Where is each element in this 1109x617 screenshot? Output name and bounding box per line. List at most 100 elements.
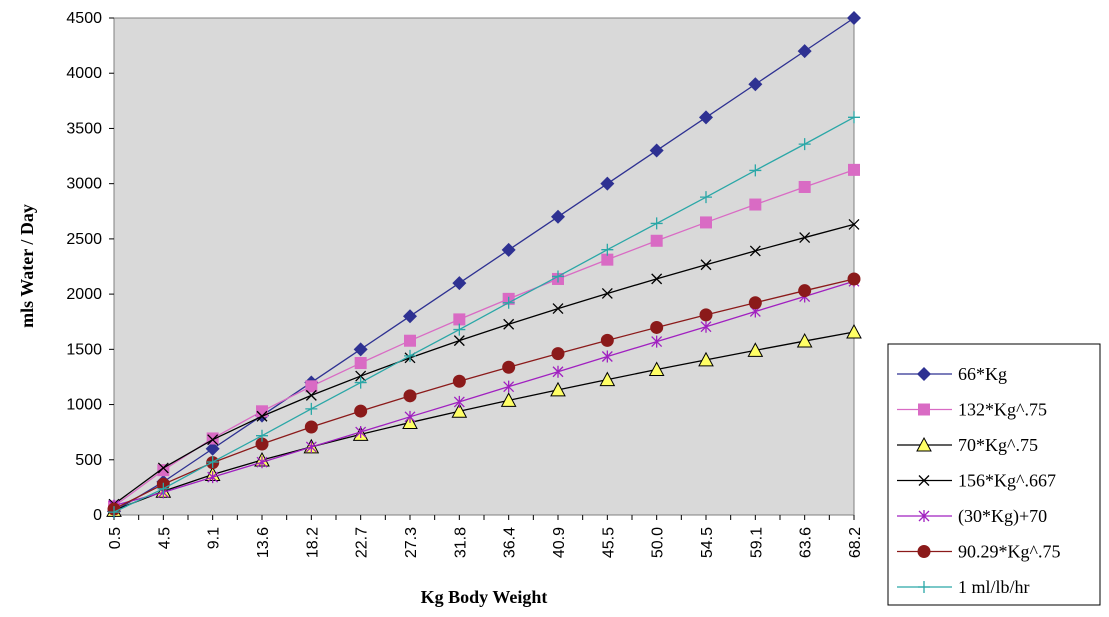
data-point: [699, 110, 713, 125]
legend-label: 66*Kg: [958, 364, 1007, 384]
data-point: [798, 180, 811, 193]
data-point: [551, 347, 565, 361]
data-point: [354, 376, 367, 389]
data-point: [502, 296, 515, 309]
data-point: [453, 323, 466, 336]
x-tick-label: 59.1: [748, 527, 765, 558]
data-point: [500, 392, 517, 407]
y-tick-label: 1000: [66, 397, 102, 414]
data-point: [157, 482, 170, 495]
data-point: [404, 334, 416, 347]
x-tick-label: 50.0: [650, 527, 667, 558]
series-line: [113, 278, 855, 510]
y-tick-label: 4000: [66, 65, 102, 82]
x-tick-label: 22.7: [354, 527, 371, 558]
data-point: [502, 360, 516, 374]
data-point: [355, 370, 367, 382]
data-point: [108, 506, 120, 519]
legend-label: 70*Kg^.75: [958, 435, 1038, 455]
data-point: [651, 335, 663, 348]
data-point: [749, 164, 762, 177]
x-tick-label: 9.1: [206, 527, 223, 549]
data-point: [848, 163, 860, 176]
y-tick-label: 2500: [66, 231, 102, 248]
data-point: [157, 462, 169, 474]
legend-item: 132*Kg^.75: [897, 400, 1047, 420]
data-point: [649, 143, 664, 158]
data-point: [601, 253, 614, 266]
x-tick-label: 45.5: [600, 527, 617, 558]
legend-label: 1 ml/lb/hr: [958, 577, 1030, 597]
data-point: [256, 456, 268, 469]
x-tick-label: 63.6: [798, 527, 815, 558]
data-point: [503, 380, 515, 393]
data-point: [552, 303, 564, 315]
data-point: [451, 403, 468, 418]
data-point: [207, 471, 219, 484]
legend-marker: [918, 403, 930, 416]
data-point: [798, 138, 811, 151]
data-point: [305, 402, 318, 415]
data-point: [601, 243, 614, 256]
data-point: [798, 284, 812, 298]
data-point: [552, 270, 564, 283]
data-point: [601, 350, 613, 363]
data-point: [599, 371, 616, 387]
data-point: [453, 313, 466, 326]
data-point: [700, 191, 712, 204]
data-point: [207, 434, 219, 446]
data-point: [256, 429, 268, 442]
data-point: [600, 176, 615, 191]
y-axis-title: mls Water / Day: [17, 204, 37, 328]
data-point: [848, 111, 860, 124]
data-point: [206, 455, 219, 468]
y-tick-label: 3500: [66, 120, 102, 137]
data-point: [651, 273, 663, 285]
data-point: [255, 437, 269, 451]
x-tick-label: 18.2: [304, 527, 321, 558]
data-point: [748, 296, 762, 310]
data-point: [700, 320, 712, 333]
data-point: [452, 276, 467, 291]
legend-label: (30*Kg)+70: [958, 506, 1047, 527]
x-axis-title: Kg Body Weight: [421, 587, 548, 607]
data-point: [650, 234, 663, 247]
legend-marker: [918, 475, 930, 486]
data-point: [551, 209, 565, 224]
legend-box: [887, 343, 1101, 606]
legend-item: 66*Kg: [897, 364, 1007, 384]
data-point: [403, 309, 417, 324]
data-point: [305, 389, 317, 401]
legend-label: 132*Kg^.75: [958, 400, 1047, 420]
data-point: [650, 320, 664, 334]
data-point: [699, 308, 713, 322]
x-tick-label: 40.9: [551, 527, 568, 558]
data-point: [304, 420, 318, 434]
legend-marker: [917, 367, 931, 381]
x-tick-label: 4.5: [156, 527, 173, 549]
data-point: [354, 404, 368, 418]
series-line: [113, 280, 855, 507]
data-point: [501, 242, 516, 257]
legend-marker: [917, 545, 931, 558]
legend-item: 156*Kg^.667: [897, 471, 1056, 491]
y-tick-label: 500: [75, 452, 102, 469]
data-point: [848, 218, 860, 230]
series-line: [113, 331, 855, 511]
data-point: [205, 441, 220, 456]
series-line: [113, 116, 855, 513]
data-point: [797, 44, 812, 59]
legend-item: 1 ml/lb/hr: [897, 577, 1030, 597]
data-point: [748, 77, 763, 92]
data-point: [403, 389, 417, 403]
y-tick-label: 3000: [66, 176, 102, 193]
data-point: [749, 198, 762, 211]
data-point: [305, 440, 317, 453]
data-point: [847, 272, 861, 286]
x-tick-label: 54.5: [699, 527, 716, 558]
series-line: [113, 169, 855, 507]
data-point: [404, 349, 416, 362]
y-axis: 0 500 1000 1500 2000 2500 3000 3500 4000 4500: [66, 10, 114, 524]
data-point: [601, 287, 613, 299]
